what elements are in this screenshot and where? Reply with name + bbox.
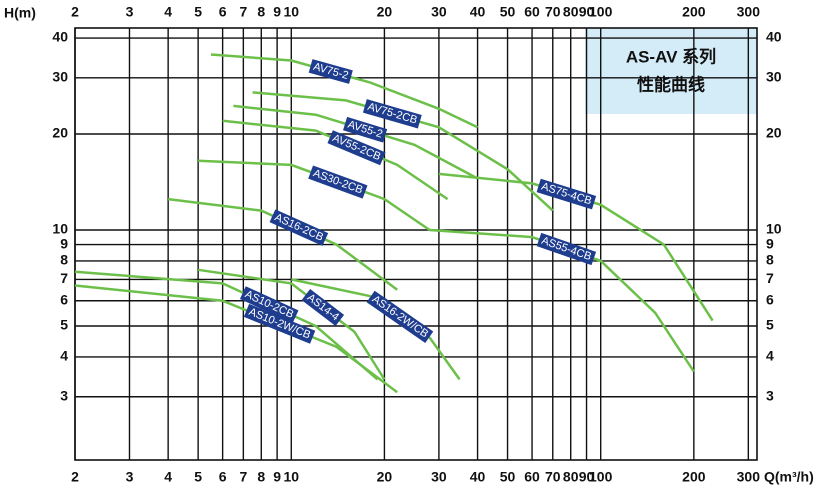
x-tick-label: 50 — [500, 4, 516, 20]
x-tick-label: 60 — [524, 469, 540, 485]
y-tick-label: 3 — [766, 387, 774, 403]
y-tick-label: 7 — [60, 270, 68, 286]
y-tick-label: 9 — [60, 235, 68, 251]
x-tick-label: 8 — [257, 469, 265, 485]
x-tick-label: 70 — [545, 4, 561, 20]
y-tick-label: 10 — [766, 221, 782, 237]
y-tick-label: 40 — [766, 29, 782, 45]
x-tick-label: 2 — [71, 4, 79, 20]
curve-label-box — [362, 99, 422, 129]
y-tick-label: 4 — [766, 348, 774, 364]
x-tick-label: 80 — [563, 4, 579, 20]
x-tick-label: 4 — [164, 469, 172, 485]
x-tick-label: 40 — [470, 469, 486, 485]
curve-label-box — [308, 165, 368, 199]
x-tick-label: 8 — [257, 4, 265, 20]
curve-label-box — [269, 209, 329, 246]
y-tick-label: 8 — [766, 252, 774, 268]
curve-label: AS14-4 — [301, 289, 345, 327]
y-tick-label: 10 — [52, 221, 68, 237]
y-tick-label: 40 — [52, 29, 68, 45]
x-axis-label: Q(m³/h) — [764, 469, 814, 485]
x-tick-label: 30 — [431, 469, 447, 485]
y-tick-label: 6 — [766, 291, 774, 307]
y-tick-label: 5 — [766, 317, 774, 333]
curve-label-box — [239, 286, 299, 324]
y-tick-label: 20 — [52, 125, 68, 141]
curve-label-box — [301, 289, 345, 327]
x-tick-label: 5 — [194, 4, 202, 20]
curve-label-box — [243, 303, 316, 344]
y-tick-label: 5 — [60, 317, 68, 333]
plot-frame — [74, 27, 758, 461]
x-tick-label: 6 — [219, 469, 227, 485]
curve-label: AV75-2 — [308, 59, 353, 84]
y-tick-label: 30 — [52, 69, 68, 85]
curve-label: AS16-2W/CB — [366, 290, 434, 344]
x-tick-label: 60 — [524, 4, 540, 20]
curve-label-text: AS75-4CB — [540, 181, 593, 208]
x-tick-label: 9 — [273, 4, 281, 20]
curve — [210, 53, 479, 129]
curve-label: AV75-2CB — [362, 99, 422, 129]
x-tick-label: 30 — [431, 4, 447, 20]
curve-label: AS16-2CB — [269, 209, 329, 246]
y-tick-label: 30 — [766, 69, 782, 85]
curve-label: AS30-2CB — [308, 165, 368, 199]
y-tick-label: 3 — [60, 387, 68, 403]
y-tick-label: 20 — [766, 125, 782, 141]
x-tick-label: 7 — [239, 4, 247, 20]
x-tick-label: 7 — [239, 469, 247, 485]
x-tick-label: 10 — [283, 4, 299, 20]
chart-subtitle: 性能曲线 — [637, 74, 705, 94]
curve — [429, 228, 695, 373]
x-tick-label: 200 — [682, 469, 706, 485]
x-tick-label: 300 — [737, 4, 761, 20]
curve-label-box — [536, 178, 597, 210]
y-tick-label: 8 — [60, 252, 68, 268]
x-tick-label: 90 — [579, 4, 595, 20]
curve-label-text: AV75-2CB — [366, 101, 418, 127]
x-tick-label: 6 — [219, 4, 227, 20]
curve-label-box — [366, 290, 434, 344]
y-tick-label: 4 — [60, 348, 68, 364]
x-tick-label: 3 — [126, 4, 134, 20]
curve-label-text: AS16-2CB — [273, 211, 325, 243]
curve-label-box — [536, 232, 597, 266]
x-tick-label: 70 — [545, 469, 561, 485]
x-tick-label: 20 — [377, 4, 393, 20]
curve-label-box — [343, 116, 388, 143]
x-tick-label: 5 — [194, 469, 202, 485]
x-tick-label: 300 — [737, 469, 761, 485]
y-tick-label: 7 — [766, 270, 774, 286]
curve — [74, 284, 398, 394]
grid — [74, 28, 757, 460]
x-tick-label: 100 — [589, 4, 613, 20]
x-tick-label: 9 — [273, 469, 281, 485]
x-tick-label: 200 — [682, 4, 706, 20]
y-axis-label: H(m) — [4, 5, 36, 21]
y-tick-label: 9 — [766, 235, 774, 251]
x-tick-label: 2 — [71, 469, 79, 485]
title-box — [585, 28, 757, 114]
x-tick-label: 100 — [589, 469, 613, 485]
curve-label-box — [308, 59, 353, 84]
y-tick-label: 6 — [60, 291, 68, 307]
chart-title: AS-AV 系列 — [626, 46, 716, 66]
curve — [438, 172, 714, 322]
curve-label-text: AV55-2 — [346, 119, 384, 141]
x-tick-label: 40 — [470, 4, 486, 20]
curve-label-text: AV75-2 — [312, 61, 350, 82]
x-tick-label: 20 — [377, 469, 393, 485]
x-tick-label: 10 — [283, 469, 299, 485]
x-tick-label: 80 — [563, 469, 579, 485]
curve-label-text: AS14-4 — [305, 292, 341, 324]
x-tick-label: 4 — [164, 4, 172, 20]
x-tick-label: 3 — [126, 469, 134, 485]
x-tick-label: 90 — [579, 469, 595, 485]
x-tick-label: 50 — [500, 469, 516, 485]
curve-label-box — [327, 130, 386, 166]
